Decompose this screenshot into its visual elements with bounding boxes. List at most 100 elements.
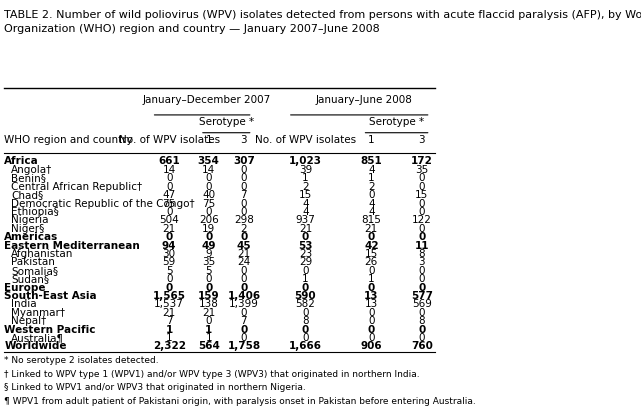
Text: 4: 4 — [302, 206, 309, 216]
Text: 0: 0 — [240, 181, 247, 191]
Text: 2: 2 — [302, 181, 309, 191]
Text: 0: 0 — [240, 164, 247, 174]
Text: 42: 42 — [364, 240, 379, 250]
Text: 13: 13 — [364, 290, 379, 300]
Text: 24: 24 — [237, 257, 251, 267]
Text: 1: 1 — [302, 273, 309, 283]
Text: 0: 0 — [240, 198, 247, 208]
Text: 26: 26 — [365, 257, 378, 267]
Text: 0: 0 — [302, 307, 309, 317]
Text: 0: 0 — [206, 206, 212, 216]
Text: Australia¶: Australia¶ — [11, 332, 64, 342]
Text: Africa: Africa — [4, 156, 39, 166]
Text: 577: 577 — [411, 290, 433, 300]
Text: 47: 47 — [163, 190, 176, 199]
Text: 21: 21 — [202, 307, 215, 317]
Text: Nepal†: Nepal† — [11, 316, 46, 325]
Text: 0: 0 — [368, 316, 374, 325]
Text: 172: 172 — [411, 156, 433, 166]
Text: Democratic Republic of the Congo†: Democratic Republic of the Congo† — [11, 198, 195, 208]
Text: 40: 40 — [202, 190, 215, 199]
Text: 35: 35 — [202, 257, 215, 267]
Text: 59: 59 — [163, 257, 176, 267]
Text: 159: 159 — [198, 290, 220, 300]
Text: 1: 1 — [205, 332, 212, 342]
Text: 21: 21 — [237, 248, 251, 259]
Text: 937: 937 — [296, 215, 315, 225]
Text: 0: 0 — [368, 307, 374, 317]
Text: 0: 0 — [240, 265, 247, 275]
Text: 0: 0 — [419, 332, 425, 342]
Text: January–June 2008: January–June 2008 — [315, 95, 412, 105]
Text: 661: 661 — [158, 156, 180, 166]
Text: 0: 0 — [240, 273, 247, 283]
Text: WHO region and country: WHO region and country — [4, 134, 133, 144]
Text: 0: 0 — [165, 232, 173, 242]
Text: 1,399: 1,399 — [229, 299, 259, 309]
Text: 0: 0 — [368, 332, 374, 342]
Text: 0: 0 — [368, 282, 375, 292]
Text: 0: 0 — [302, 332, 309, 342]
Text: Angola†: Angola† — [11, 164, 52, 174]
Text: Benin§: Benin§ — [11, 173, 46, 183]
Text: 2,322: 2,322 — [153, 341, 186, 351]
Text: 5: 5 — [205, 265, 212, 275]
Text: 1: 1 — [368, 273, 374, 283]
Text: 0: 0 — [419, 265, 425, 275]
Text: 0: 0 — [205, 282, 212, 292]
Text: 75: 75 — [163, 198, 176, 208]
Text: 0: 0 — [240, 173, 247, 183]
Text: No. of WPV isolates: No. of WPV isolates — [119, 134, 220, 144]
Text: Ethiopia§: Ethiopia§ — [11, 206, 59, 216]
Text: Nigeria: Nigeria — [11, 215, 49, 225]
Text: 53: 53 — [298, 240, 313, 250]
Text: Myanmar†: Myanmar† — [11, 307, 65, 317]
Text: 564: 564 — [198, 341, 220, 351]
Text: 760: 760 — [411, 341, 433, 351]
Text: 8: 8 — [302, 316, 309, 325]
Text: 0: 0 — [368, 324, 375, 334]
Text: Niger§: Niger§ — [11, 223, 44, 233]
Text: 1: 1 — [165, 324, 173, 334]
Text: 0: 0 — [206, 316, 212, 325]
Text: 0: 0 — [206, 173, 212, 183]
Text: 0: 0 — [418, 232, 426, 242]
Text: 9: 9 — [205, 248, 212, 259]
Text: 122: 122 — [412, 215, 432, 225]
Text: 0: 0 — [206, 273, 212, 283]
Text: Worldwide: Worldwide — [4, 341, 67, 351]
Text: 354: 354 — [198, 156, 220, 166]
Text: 0: 0 — [166, 273, 172, 283]
Text: Serotype *: Serotype * — [199, 116, 254, 126]
Text: 0: 0 — [205, 232, 212, 242]
Text: 1,666: 1,666 — [289, 341, 322, 351]
Text: South-East Asia: South-East Asia — [4, 290, 97, 300]
Text: 0: 0 — [302, 324, 309, 334]
Text: 0: 0 — [302, 232, 309, 242]
Text: 0: 0 — [166, 206, 172, 216]
Text: 4: 4 — [368, 206, 374, 216]
Text: 1,023: 1,023 — [289, 156, 322, 166]
Text: 307: 307 — [233, 156, 255, 166]
Text: 39: 39 — [299, 164, 312, 174]
Text: § Linked to WPV1 and/or WPV3 that originated in northern Nigeria.: § Linked to WPV1 and/or WPV3 that origin… — [4, 382, 306, 392]
Text: TABLE 2. Number of wild poliovirus (WPV) isolates detected from persons with acu: TABLE 2. Number of wild poliovirus (WPV)… — [4, 10, 641, 33]
Text: 2: 2 — [368, 181, 374, 191]
Text: 0: 0 — [302, 282, 309, 292]
Text: ¶ WPV1 from adult patient of Pakistani origin, with paralysis onset in Pakistan : ¶ WPV1 from adult patient of Pakistani o… — [4, 396, 476, 405]
Text: 0: 0 — [240, 282, 247, 292]
Text: 15: 15 — [299, 190, 312, 199]
Text: 0: 0 — [240, 324, 247, 334]
Text: Pakistan: Pakistan — [11, 257, 55, 267]
Text: 21: 21 — [163, 307, 176, 317]
Text: 0: 0 — [368, 265, 374, 275]
Text: Afghanistan: Afghanistan — [11, 248, 73, 259]
Text: 7: 7 — [166, 316, 172, 325]
Text: 0: 0 — [419, 181, 425, 191]
Text: 0: 0 — [166, 173, 172, 183]
Text: 1: 1 — [205, 134, 212, 144]
Text: * No serotype 2 isolates detected.: * No serotype 2 isolates detected. — [4, 355, 159, 364]
Text: 11: 11 — [415, 240, 429, 250]
Text: 49: 49 — [201, 240, 216, 250]
Text: 15: 15 — [365, 248, 378, 259]
